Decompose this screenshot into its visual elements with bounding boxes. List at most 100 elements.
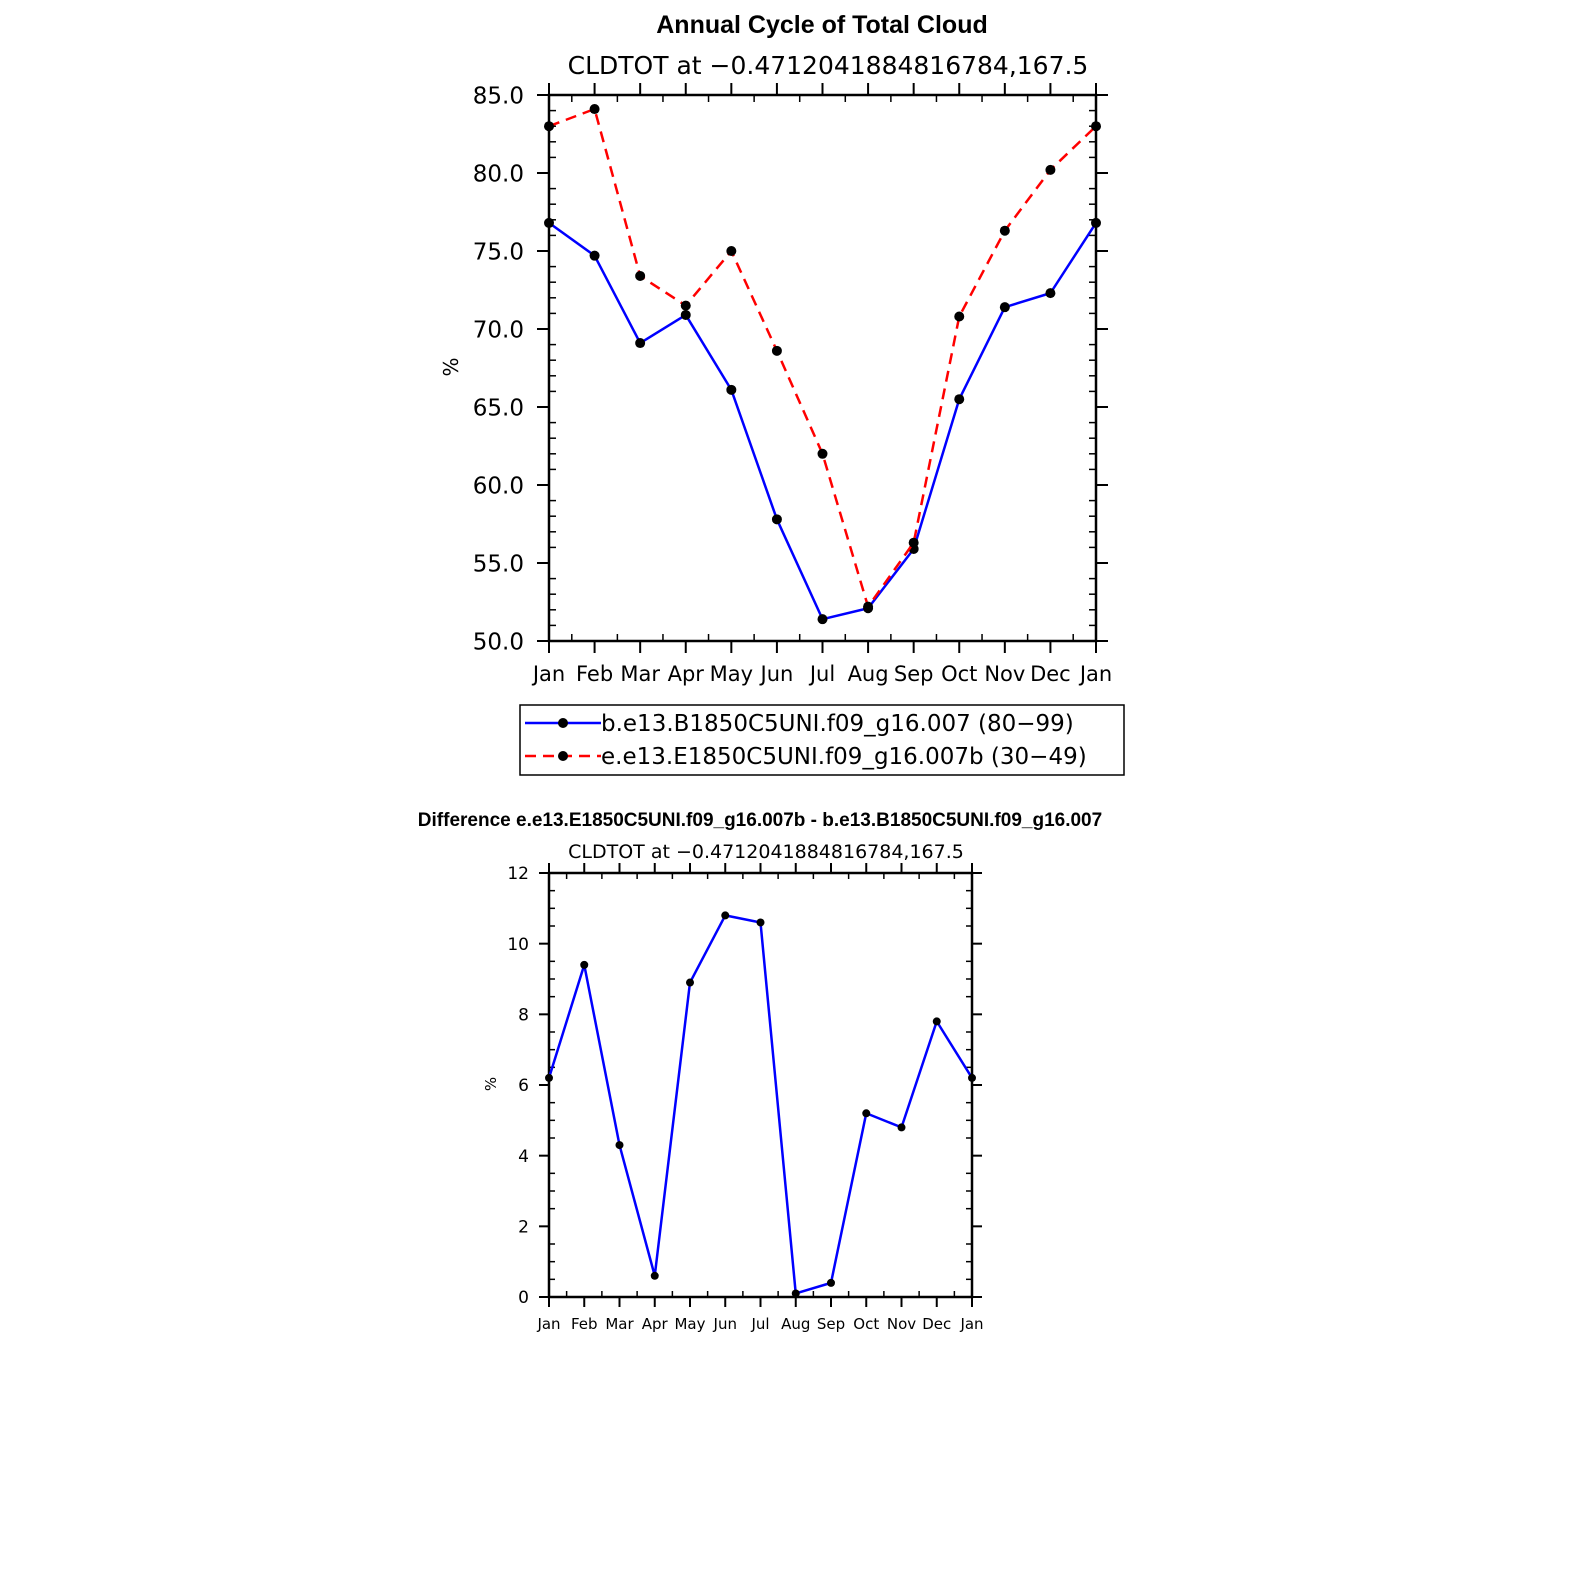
chart2-title: Difference e.e13.E1850C5UNI.f09_g16.007b… — [418, 810, 1102, 831]
legend-box — [519, 704, 1125, 776]
chart2-tick-labels: Jan Feb Mar Apr May Jun Jul Aug Sep Oct Nov Dec Jan 0… — [507, 864, 983, 1333]
c2-series-1-point — [545, 1073, 553, 1082]
c2-xtick-label: Feb — [571, 1315, 598, 1333]
c2-ytick-label: 8 — [518, 1005, 529, 1025]
c1-series-2-point — [908, 537, 919, 548]
c1-series-1-point — [1091, 217, 1101, 228]
c2-xtick-label: Oct — [853, 1315, 879, 1333]
c1-xtick-label: Mar — [620, 662, 660, 686]
c1-series-1-point — [771, 514, 782, 525]
c1-series-1-line — [548, 221, 1098, 621]
c1-xtick-label: Jun — [759, 662, 794, 686]
c2-series-1-point — [650, 1271, 659, 1280]
chart1-subtitle: CLDTOT at −0.4712041884816784,167.5 — [568, 51, 1089, 80]
c2-series-1-point — [862, 1109, 871, 1118]
c1-xtick-label: May — [710, 662, 753, 686]
c2-xtick-label: Jun — [713, 1315, 737, 1333]
c1-xtick-label: Oct — [941, 662, 977, 686]
c1-series-2-point — [863, 601, 874, 612]
c1-series-2-point — [817, 448, 828, 459]
c2-xtick-label: Mar — [605, 1315, 634, 1333]
chart2-ylabel: % — [482, 1077, 500, 1091]
c1-series-2-point — [999, 225, 1010, 236]
c2-series-1-point — [721, 911, 730, 920]
c2-xtick-label: Sep — [817, 1315, 845, 1333]
legend-label-2: e.e13.E1850C5UNI.f09_g16.007b (30−49) — [601, 744, 1087, 770]
chart1-series — [544, 104, 1101, 625]
c1-ytick-label: 80.0 — [473, 161, 524, 187]
chart1-axes — [537, 83, 1108, 653]
c2-ytick-label: 10 — [507, 935, 529, 955]
c1-ytick-label: 85.0 — [473, 83, 524, 109]
c1-ytick-label: 75.0 — [473, 239, 524, 265]
c1-series-1-point — [817, 614, 828, 625]
c2-xtick-label: Dec — [922, 1315, 951, 1333]
c2-xtick-label: Nov — [887, 1315, 916, 1333]
c2-series-1-point — [827, 1278, 835, 1287]
c2-series-1-point — [968, 1073, 976, 1082]
c1-series-1-point — [1045, 288, 1056, 299]
c2-ytick-label: 4 — [518, 1147, 529, 1167]
c2-series-1-point — [686, 978, 694, 987]
c2-ytick-label: 0 — [518, 1288, 529, 1308]
c1-series-2-line — [548, 107, 1097, 608]
c1-series-1-point — [589, 250, 600, 261]
c1-series-1-point — [726, 384, 737, 395]
c1-ytick-label: 65.0 — [473, 395, 524, 421]
c1-series-2-point — [544, 121, 554, 132]
c1-xtick-label: Dec — [1030, 662, 1071, 686]
chart1-tick-labels: Jan Feb Mar Apr May Jun Jul Aug Sep Oct Nov Dec Jan 5… — [473, 83, 1112, 686]
c2-series-1-point — [791, 1289, 800, 1298]
c2-series-1-point — [897, 1123, 906, 1132]
c2-xtick-label: May — [674, 1315, 705, 1333]
c2-xtick-label: Jul — [750, 1315, 769, 1333]
c1-series-2-point — [726, 246, 737, 256]
c1-xtick-label: Jan — [1078, 662, 1112, 686]
c1-xtick-label: Nov — [984, 662, 1025, 686]
c2-series-1-point — [932, 1017, 941, 1026]
c2-xtick-label: Apr — [642, 1315, 669, 1333]
chart1-ylabel: % — [439, 357, 463, 376]
c1-plot-frame — [547, 93, 1098, 643]
c2-series-1-line — [547, 914, 974, 1295]
legend-marker-2 — [558, 751, 568, 761]
c2-xtick-label: Jan — [959, 1315, 983, 1333]
c1-xtick-label: Jul — [808, 662, 835, 686]
c1-series-2-point — [1091, 121, 1101, 132]
c2-ytick-label: 6 — [518, 1076, 529, 1096]
legend-entry-2: e.e13.E1850C5UNI.f09_g16.007b (30−49) — [525, 744, 1087, 770]
c2-ytick-label: 2 — [518, 1217, 529, 1237]
chart1-legend: b.e13.B1850C5UNI.f09_g16.007 (80−99) e.e… — [519, 704, 1125, 776]
c2-series-1-point — [615, 1141, 624, 1150]
c1-series-1-point — [680, 309, 691, 320]
chart2-subtitle: CLDTOT at −0.4712041884816784,167.5 — [568, 841, 964, 863]
c1-ytick-label: 70.0 — [473, 317, 524, 343]
chart1-title: Annual Cycle of Total Cloud — [656, 11, 987, 39]
c1-series-2-point — [1045, 164, 1056, 175]
c1-series-2-point — [589, 104, 600, 115]
c2-xtick-label: Aug — [781, 1315, 810, 1333]
c2-series-1-point — [580, 960, 589, 969]
c1-series-1-point — [954, 394, 965, 405]
c1-xtick-label: Feb — [576, 662, 613, 686]
c1-xtick-label: Apr — [668, 662, 705, 686]
chart2-series — [545, 911, 976, 1298]
c1-xtick-label: Jan — [531, 662, 565, 686]
c1-xtick-label: Sep — [894, 662, 934, 686]
legend-entry-1: b.e13.B1850C5UNI.f09_g16.007 (80−99) — [525, 711, 1074, 737]
c1-series-1-point — [544, 217, 554, 228]
c1-ytick-label: 50.0 — [473, 629, 524, 655]
c1-xtick-label: Aug — [848, 662, 889, 686]
legend-label-1: b.e13.B1850C5UNI.f09_g16.007 (80−99) — [601, 711, 1074, 737]
c1-ytick-label: 60.0 — [473, 473, 524, 499]
c2-series-1-point — [756, 918, 765, 927]
c2-ytick-label: 12 — [507, 864, 529, 884]
c1-series-1-point — [635, 338, 646, 349]
legend-marker-1 — [558, 718, 568, 728]
c1-series-2-point — [680, 300, 691, 311]
c1-ytick-label: 55.0 — [473, 551, 524, 577]
c1-series-2-point — [954, 311, 965, 322]
c1-series-2-point — [635, 270, 646, 281]
